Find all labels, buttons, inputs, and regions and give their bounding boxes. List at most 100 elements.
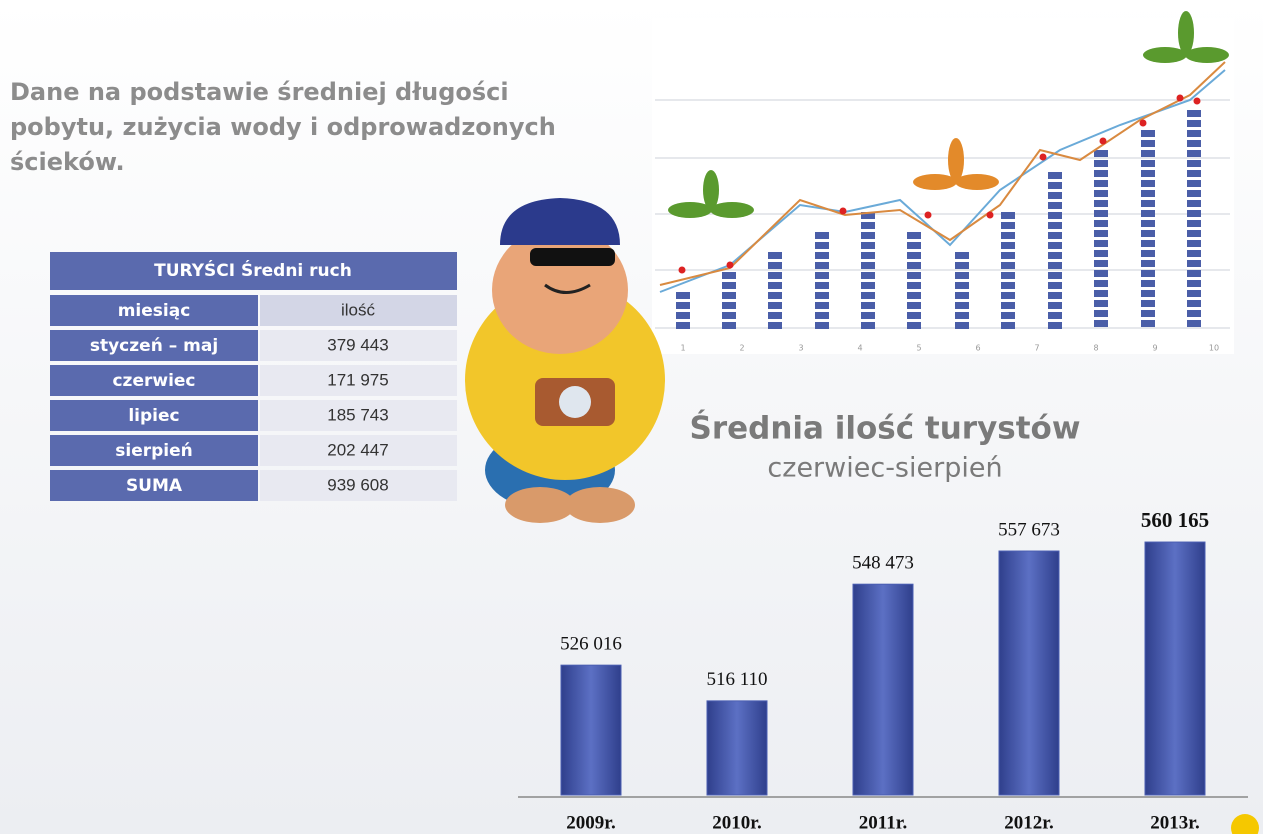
illustration-bar	[1094, 260, 1108, 267]
table-cell	[50, 470, 258, 501]
illustration-bar	[907, 262, 921, 269]
table-label: sierpień	[115, 441, 193, 461]
table-cell	[260, 435, 457, 466]
illustration-bar	[861, 272, 875, 279]
table-cell	[260, 365, 457, 396]
illustration-bar	[1187, 140, 1201, 147]
illustration-bar	[722, 272, 736, 279]
illustration-bar	[1141, 210, 1155, 217]
illustration-bar	[1141, 300, 1155, 307]
illustration-bar	[815, 322, 829, 329]
chart-subtitle: czerwiec-sierpień	[767, 453, 1002, 484]
illustration: 1 2 3 4 5 6 7 8 9 10	[652, 11, 1234, 354]
illustration-bar	[1187, 230, 1201, 237]
illustration-bar	[768, 252, 782, 259]
decoration	[1231, 814, 1259, 834]
illustration-bar	[1141, 320, 1155, 327]
table-cell	[50, 435, 258, 466]
illustration-bar	[1141, 160, 1155, 167]
table-value: ilość	[341, 300, 376, 319]
illustration-bar	[861, 242, 875, 249]
illustration-bar	[1141, 170, 1155, 177]
illustration-bar	[1141, 280, 1155, 287]
illustration-bar	[1048, 282, 1062, 289]
x-tick-label: 2011r.	[859, 812, 907, 833]
illustration-bar	[907, 322, 921, 329]
illustration-bar	[1141, 140, 1155, 147]
illustration-bar	[1094, 210, 1108, 217]
illustration-label: 2	[739, 344, 744, 353]
illustration-bar	[1141, 270, 1155, 277]
illustration-bar	[1001, 212, 1015, 219]
illustration-bar	[815, 232, 829, 239]
illustration-bar	[907, 302, 921, 309]
table-value: 202 447	[327, 440, 388, 459]
illustration-bar	[1141, 130, 1155, 137]
illustration-bar	[1048, 182, 1062, 189]
illustration-label: 9	[1152, 344, 1157, 353]
x-tick-label: 2009r.	[566, 812, 615, 833]
illustration-bar	[907, 292, 921, 299]
illustration-bar	[1094, 310, 1108, 317]
bar	[706, 700, 768, 796]
illustration-bar	[722, 322, 736, 329]
illustration-bar	[815, 242, 829, 249]
illustration-bar	[1187, 300, 1201, 307]
illustration-bar	[815, 282, 829, 289]
illustration-bar	[1141, 230, 1155, 237]
table-cell	[50, 365, 258, 396]
illustration-bar	[1187, 150, 1201, 157]
illustration-bar	[1001, 222, 1015, 229]
heading-line: pobytu, zużycia wody i odprowadzonych	[10, 113, 556, 141]
illustration-bar	[861, 302, 875, 309]
bar	[1144, 541, 1206, 796]
illustration-bar	[1094, 270, 1108, 277]
table-value: 171 975	[327, 370, 388, 389]
illustration-bar	[1187, 320, 1201, 327]
table-label: miesiąc	[118, 301, 191, 321]
illustration-bar	[1001, 242, 1015, 249]
illustration-bar	[1094, 280, 1108, 287]
illustration-bar	[861, 292, 875, 299]
illustration-bar	[1094, 190, 1108, 197]
illustration-label: 3	[798, 344, 803, 353]
table-title: TURYŚCI Średni ruch	[154, 259, 352, 281]
illustration-bar	[1048, 272, 1062, 279]
illustration-bar	[1001, 262, 1015, 269]
illustration-label: 10	[1209, 344, 1219, 353]
table-cell	[260, 295, 457, 326]
illustration-bar	[861, 232, 875, 239]
illustration-bar	[955, 272, 969, 279]
x-tick-label: 2012r.	[1004, 812, 1053, 833]
illustration-bar	[722, 292, 736, 299]
illustration-bar	[815, 302, 829, 309]
illustration-bar	[1187, 190, 1201, 197]
table-label: czerwiec	[112, 371, 195, 391]
illustration-bar	[1001, 302, 1015, 309]
illustration-label: 7	[1034, 344, 1039, 353]
illustration-bar	[1141, 220, 1155, 227]
illustration-bar	[815, 292, 829, 299]
mascot	[465, 198, 665, 523]
illustration-bar	[1187, 110, 1201, 117]
illustration-bar	[907, 282, 921, 289]
illustration-bar	[1141, 310, 1155, 317]
illustration-bar	[1001, 292, 1015, 299]
illustration-bar	[768, 272, 782, 279]
illustration-bar	[955, 302, 969, 309]
illustration-bar	[1048, 262, 1062, 269]
illustration-bar	[676, 312, 690, 319]
data-label: 516 110	[706, 669, 767, 690]
bar-chart: Średnia ilość turystów czerwiec-sierpień…	[518, 410, 1248, 833]
illustration-bar	[676, 292, 690, 299]
illustration-bar	[768, 302, 782, 309]
illustration-bar	[768, 262, 782, 269]
illustration-bar	[955, 262, 969, 269]
illustration-bar	[768, 292, 782, 299]
illustration-bar	[676, 322, 690, 329]
table: TURYŚCI Średni ruch miesiąc ilość styczeń …	[50, 252, 457, 501]
illustration-bar	[1048, 232, 1062, 239]
illustration-bar	[722, 282, 736, 289]
illustration-bar	[1141, 200, 1155, 207]
